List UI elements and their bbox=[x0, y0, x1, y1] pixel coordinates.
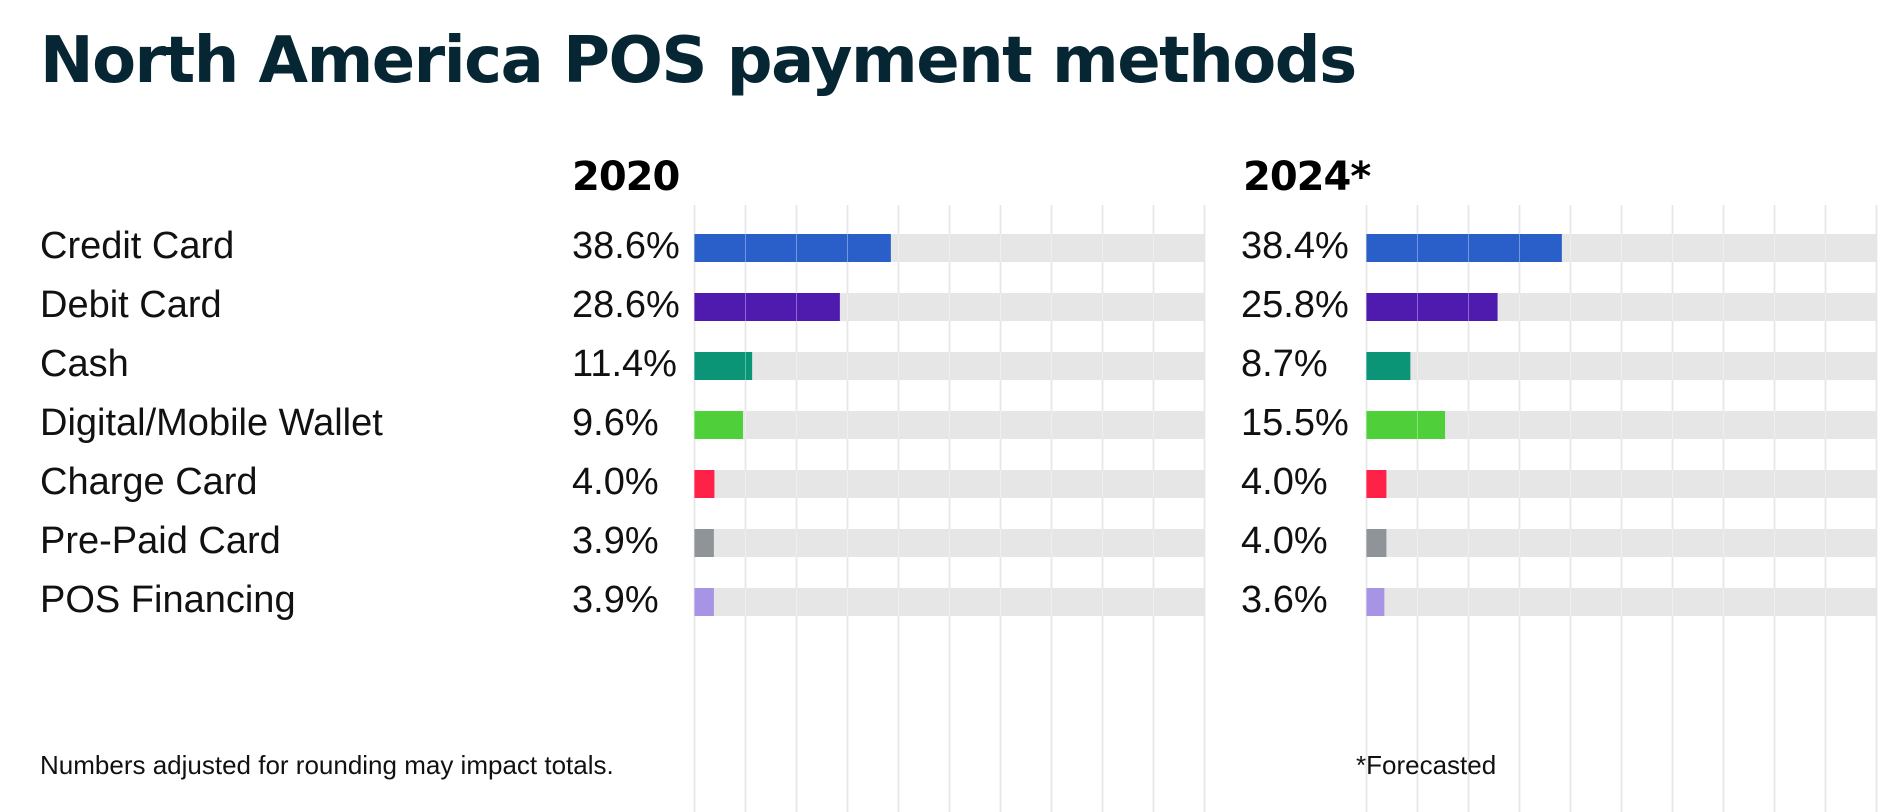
value-label: 3.6% bbox=[1241, 579, 1328, 621]
value-label: 11.4% bbox=[572, 343, 677, 385]
chart-title: North America POS payment methods bbox=[40, 24, 1357, 98]
category-label: Pre-Paid Card bbox=[40, 520, 281, 562]
category-label: Debit Card bbox=[40, 284, 222, 326]
bar bbox=[694, 411, 743, 439]
bar bbox=[694, 588, 714, 616]
value-label: 3.9% bbox=[572, 579, 659, 621]
bar-track bbox=[694, 529, 1204, 557]
value-label: 3.9% bbox=[572, 520, 659, 562]
footnote-rounding: Numbers adjusted for rounding may impact… bbox=[40, 750, 614, 780]
bar bbox=[694, 234, 891, 262]
value-label: 4.0% bbox=[572, 461, 659, 503]
bar-track bbox=[1366, 529, 1876, 557]
bar bbox=[694, 529, 714, 557]
bar bbox=[694, 352, 753, 380]
value-label: 4.0% bbox=[1241, 461, 1328, 503]
value-label: 15.5% bbox=[1241, 402, 1349, 444]
value-label: 25.8% bbox=[1241, 284, 1349, 326]
bar-track bbox=[694, 411, 1204, 439]
value-label: 38.6% bbox=[572, 225, 680, 267]
bar-track bbox=[1366, 470, 1876, 498]
bar bbox=[1366, 352, 1411, 380]
bar-track bbox=[1366, 588, 1876, 616]
bar-track bbox=[694, 470, 1204, 498]
bars bbox=[694, 205, 1877, 812]
category-label: Credit Card bbox=[40, 225, 234, 267]
bar-track bbox=[694, 352, 1204, 380]
bar bbox=[694, 293, 840, 321]
bar-track bbox=[694, 588, 1204, 616]
bar-track bbox=[1366, 352, 1876, 380]
value-label: 8.7% bbox=[1241, 343, 1328, 385]
bar bbox=[1366, 234, 1562, 262]
bar bbox=[1366, 411, 1446, 439]
chart-text: Credit Card Debit Card Cash Digital/Mobile … bbox=[40, 154, 1372, 621]
value-label: 28.6% bbox=[572, 284, 680, 326]
bar bbox=[1366, 293, 1498, 321]
panel-title: 2024* bbox=[1243, 154, 1371, 200]
value-label: 9.6% bbox=[572, 402, 659, 444]
bar bbox=[1366, 588, 1385, 616]
panel-title: 2020 bbox=[572, 154, 679, 200]
category-label: POS Financing bbox=[40, 579, 296, 621]
category-label: Charge Card bbox=[40, 461, 258, 503]
value-label: 4.0% bbox=[1241, 520, 1328, 562]
bar bbox=[694, 470, 715, 498]
bar-track bbox=[1366, 411, 1876, 439]
value-label: 38.4% bbox=[1241, 225, 1349, 267]
bar bbox=[1366, 529, 1387, 557]
category-label: Cash bbox=[40, 343, 129, 385]
category-label: Digital/Mobile Wallet bbox=[40, 402, 383, 444]
footnote-forecasted: *Forecasted bbox=[1356, 750, 1496, 780]
bar bbox=[1366, 470, 1387, 498]
